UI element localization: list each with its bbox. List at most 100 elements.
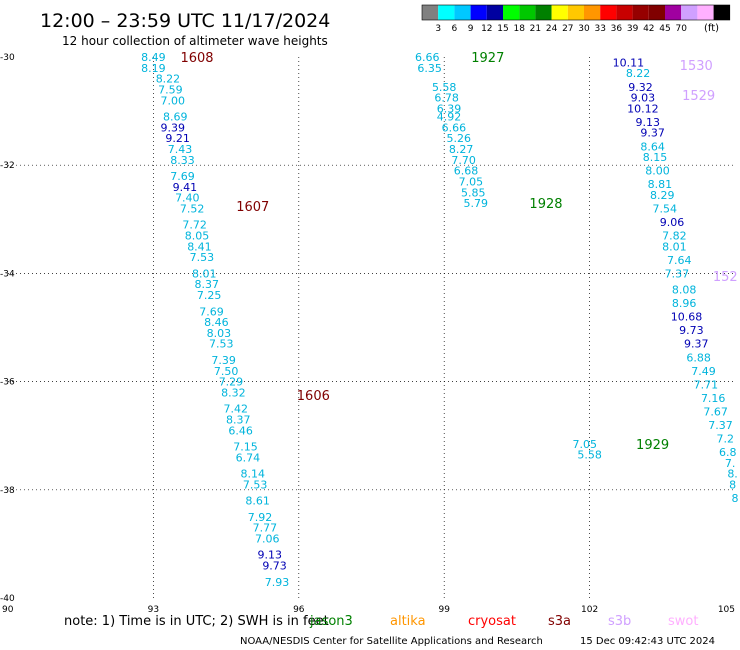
track-time-label: 1529 (682, 89, 715, 104)
color-scale-label: 45 (659, 24, 670, 34)
wave-height-value: 6.46 (228, 424, 253, 437)
x-tick-label: 105 (718, 605, 735, 615)
wave-height-value: 9.37 (640, 127, 665, 140)
satellite-legend-jason3: jason3 (309, 614, 353, 629)
page-subtitle: 12 hour collection of altimeter wave hei… (62, 34, 328, 48)
wave-height-value: 10.12 (627, 102, 659, 115)
wave-height-value: 7.40 (175, 192, 200, 205)
wave-height-value: 7.15 (233, 441, 258, 454)
wave-height-value: 8.81 (648, 178, 673, 191)
x-tick-label: 102 (581, 605, 598, 615)
track-time-label: 1606 (297, 389, 330, 404)
y-tick-label: -36 (0, 378, 15, 388)
wave-height-value: 8. (727, 468, 738, 481)
color-scale-label: 39 (627, 24, 639, 34)
wave-height-value: 6.35 (417, 62, 442, 75)
track-time-label: 1928 (529, 197, 562, 212)
footer-credit: NOAA/NESDIS Center for Satellite Applica… (240, 636, 543, 647)
wave-height-value: 5.58 (577, 449, 602, 462)
wave-height-value: 7.53 (243, 478, 268, 491)
wave-height-value: 7.39 (211, 354, 236, 367)
wave-height-value: 8.14 (241, 468, 266, 481)
footer-note: note: 1) Time is in UTC; 2) SWH is in fe… (64, 614, 329, 629)
wave-height-value: 4.92 (437, 111, 462, 124)
color-swatch (503, 5, 520, 20)
color-swatch (470, 5, 487, 20)
wave-height-value: 9.39 (161, 121, 186, 134)
color-scale-label: 18 (513, 24, 525, 34)
satellite-legend-cryosat: cryosat (468, 614, 516, 629)
x-tick-label: 96 (293, 605, 305, 615)
wave-height-value: 7.50 (214, 365, 239, 378)
page-title: 12:00 – 23:59 UTC 11/17/2024 (40, 10, 330, 32)
wave-height-value: 9.13 (257, 549, 282, 562)
color-scale-label: 15 (497, 24, 508, 34)
color-swatch (616, 5, 633, 20)
wave-height-value: 7.70 (451, 154, 476, 167)
y-tick-label: -30 (0, 53, 15, 63)
wave-height-value: 8.15 (643, 151, 668, 164)
color-swatch (519, 5, 536, 20)
wave-height-value: 8.41 (187, 240, 212, 253)
wave-height-value: 7.29 (219, 376, 244, 389)
track-time-label: 1608 (180, 51, 213, 66)
x-tick-label: 93 (148, 605, 159, 615)
color-swatch (584, 5, 601, 20)
wave-height-value: 7.42 (224, 403, 249, 416)
footer-timestamp: 15 Dec 09:42:43 UTC 2024 (580, 636, 715, 647)
map-grid (8, 57, 735, 598)
wave-height-value: 6.66 (442, 121, 467, 134)
time-labels: 1608 1607 1606 1927 1928 1929 1530 1529 152 (180, 51, 737, 453)
wave-height-value: 8.46 (204, 316, 229, 329)
track-time-label: 1607 (236, 200, 269, 215)
wave-height-value: 8.33 (170, 154, 195, 167)
satellite-legend-s3a: s3a (548, 614, 571, 629)
wave-height-value: 7.67 (703, 405, 728, 418)
color-swatch (632, 5, 649, 20)
color-scale-label: 27 (562, 24, 573, 34)
track-time-label: 1929 (636, 438, 669, 453)
satellite-tracks: 8.498.198.227.597.008.699.399.217.438.33… (141, 51, 738, 589)
color-scale-label: 30 (578, 24, 590, 34)
wave-height-value: 8 (732, 492, 739, 505)
color-swatch (713, 5, 730, 20)
satellite-legend-swot: swot (668, 614, 698, 629)
wave-height-value: 6.74 (236, 451, 261, 464)
wave-height-value: 6.39 (437, 102, 462, 115)
wave-height-value: 6.78 (434, 92, 459, 105)
wave-height-value: 7.93 (265, 576, 290, 589)
wave-height-value: 8.37 (194, 278, 219, 291)
wave-height-value: 8.96 (672, 297, 697, 310)
wave-height-value: 7.82 (662, 230, 687, 243)
color-scale-legend: 3 6 9 12 15 18 21 24 27 30 33 36 39 42 45 70 (421, 4, 731, 34)
y-tick-label: -34 (0, 269, 15, 279)
color-swatch (551, 5, 568, 20)
wave-height-value: 8.03 (207, 327, 232, 340)
y-tick-label: -38 (0, 486, 15, 496)
wave-height-value: 7.06 (255, 532, 280, 545)
color-scale-unit: (ft) (704, 23, 719, 34)
wave-height-value: 7.54 (652, 202, 677, 215)
wave-height-value: 6.8 (719, 446, 737, 459)
color-scale-label: 12 (481, 24, 492, 34)
wave-height-value: 7.25 (197, 289, 222, 302)
color-swatch (681, 5, 698, 20)
wave-height-value: 7.69 (199, 305, 224, 318)
wave-height-value: 8.01 (192, 267, 217, 280)
satellite-legend-s3b: s3b (608, 614, 631, 629)
wave-height-value: 7.92 (248, 511, 273, 524)
color-scale-label: 36 (611, 24, 623, 34)
color-swatch (567, 5, 584, 20)
wave-height-value: 5.79 (463, 197, 488, 210)
wave-height-value: 5.58 (432, 81, 457, 94)
wave-height-value: 7.00 (161, 94, 186, 107)
wave-height-value: 8.69 (163, 111, 188, 124)
track-time-label: 1530 (680, 59, 713, 74)
wave-height-value: 7.52 (180, 202, 205, 215)
wave-height-value: 7.72 (182, 219, 207, 232)
x-tick-label: 90 (2, 605, 14, 615)
wave-height-value: 8.49 (141, 51, 166, 64)
wave-height-value: 7.2 (717, 432, 735, 445)
wave-height-value: 7.53 (209, 338, 234, 351)
color-scale-label: 9 (468, 24, 474, 34)
